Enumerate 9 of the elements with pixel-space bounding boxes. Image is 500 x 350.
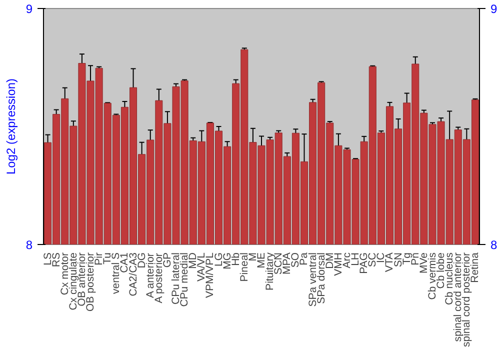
x-tick-label: Tg bbox=[400, 252, 413, 265]
y2-tick-label: 9 bbox=[490, 2, 498, 16]
y2-tick-label: 8 bbox=[490, 238, 498, 252]
x-tick-label: OB posterior bbox=[84, 252, 97, 312]
x-tick-label: A posterior bbox=[152, 252, 165, 304]
y-axis-title: Log2 (expression) bbox=[4, 78, 18, 175]
x-tick-label: DG bbox=[136, 252, 148, 268]
x-tick-label: MVe bbox=[418, 252, 430, 274]
x-tick-label: RS bbox=[50, 252, 62, 268]
